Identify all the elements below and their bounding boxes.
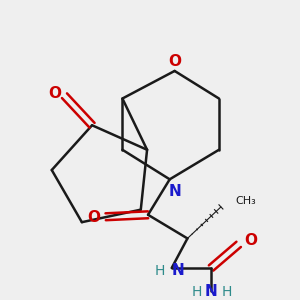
- Text: N: N: [205, 284, 218, 299]
- Text: O: O: [168, 54, 181, 69]
- Text: H: H: [192, 285, 202, 298]
- Text: O: O: [48, 86, 61, 101]
- Text: H: H: [155, 264, 165, 278]
- Text: N: N: [171, 263, 184, 278]
- Text: CH₃: CH₃: [236, 196, 256, 206]
- Text: O: O: [87, 210, 100, 225]
- Text: N: N: [168, 184, 181, 199]
- Text: H: H: [222, 285, 232, 298]
- Text: O: O: [244, 233, 257, 248]
